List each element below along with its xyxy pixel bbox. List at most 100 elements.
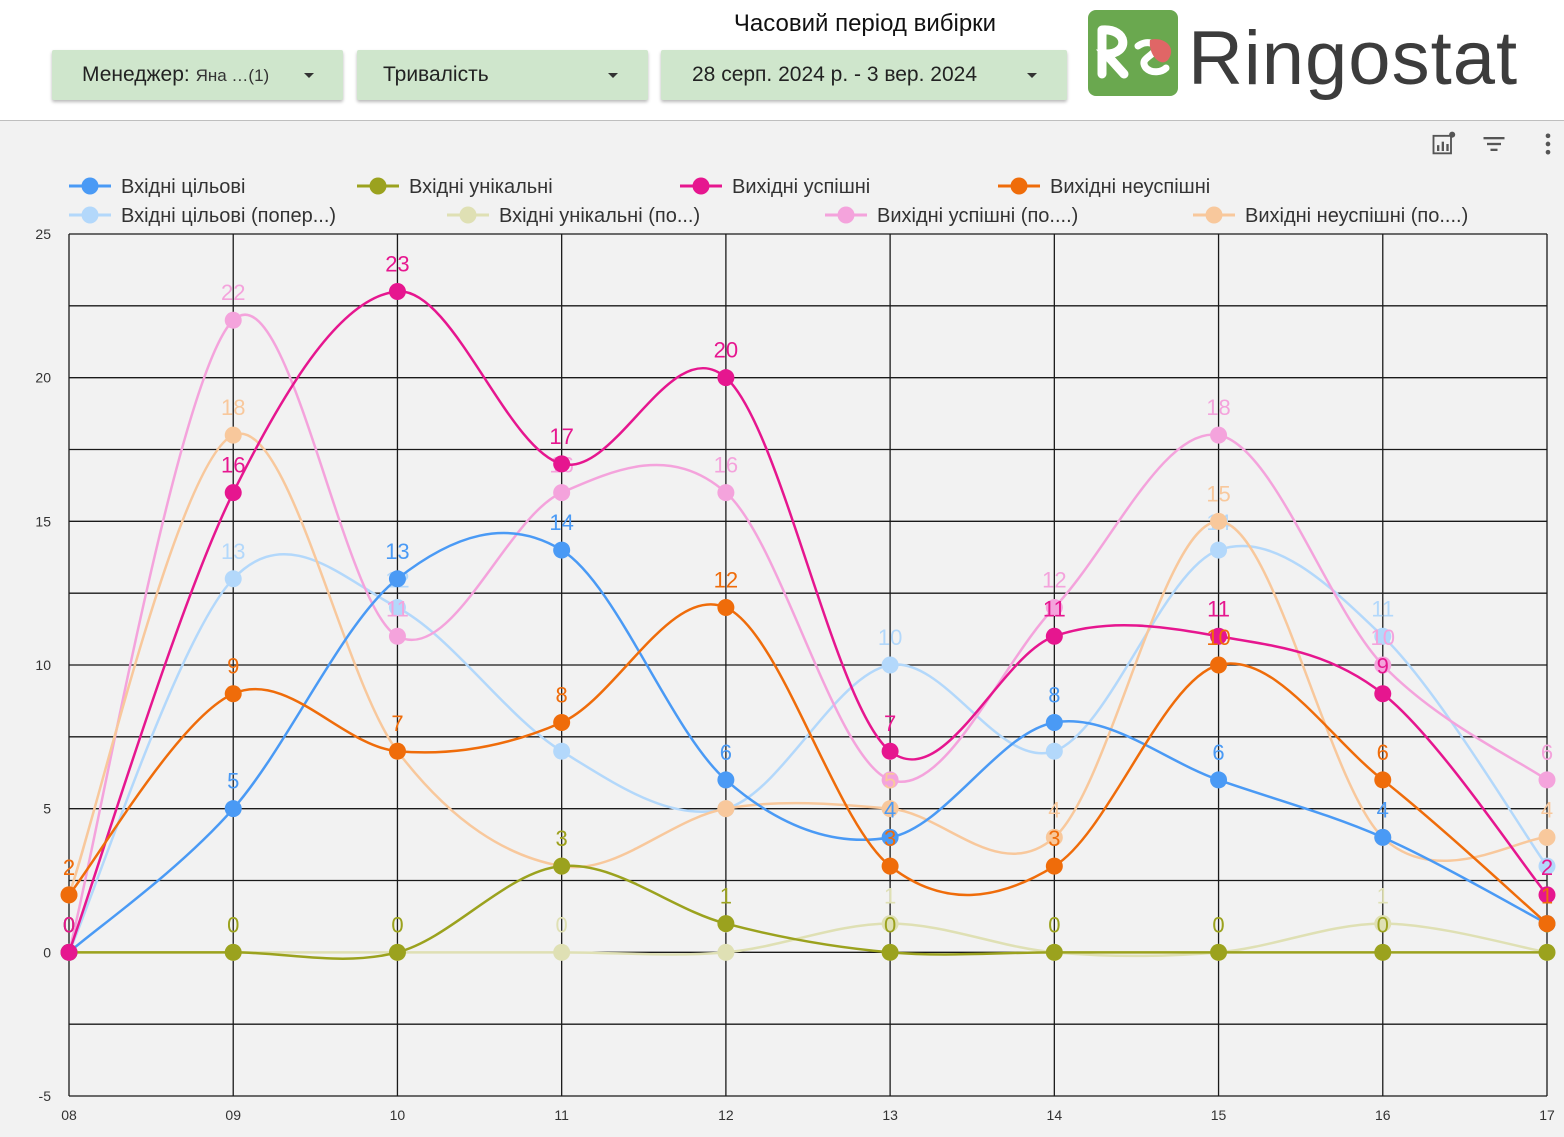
data-point — [717, 915, 735, 933]
logo-text: Ringostat — [1188, 16, 1519, 101]
data-point — [553, 455, 571, 473]
data-point — [1045, 857, 1063, 875]
data-point — [1538, 915, 1556, 933]
x-tick-label: 14 — [1047, 1107, 1063, 1123]
data-label: 14 — [549, 510, 573, 535]
data-point — [1045, 742, 1063, 760]
data-point — [1374, 943, 1392, 961]
data-label: 16 — [221, 453, 245, 478]
data-point — [717, 771, 735, 789]
data-label: 0 — [1048, 912, 1060, 937]
data-point — [1538, 771, 1556, 789]
data-label: 5 — [227, 769, 239, 794]
data-point — [717, 599, 735, 617]
filter-icon[interactable] — [1480, 130, 1508, 158]
legend-label: Вхідні цільові — [121, 176, 245, 198]
data-label: 23 — [385, 251, 409, 276]
legend-item: Вихідні неуспішні — [998, 176, 1210, 198]
legend-item: Вхідні цільові (попер...) — [69, 205, 336, 227]
legend-item: Вихідні успішні — [680, 176, 870, 198]
x-tick-label: 08 — [61, 1107, 77, 1123]
data-label: 4 — [1541, 797, 1553, 822]
data-point — [717, 484, 735, 502]
data-label: 11 — [386, 596, 409, 621]
data-point — [1538, 828, 1556, 846]
series-line — [67, 290, 1548, 953]
data-point — [1538, 886, 1556, 904]
data-label: 0 — [63, 912, 75, 937]
data-label: 0 — [227, 912, 239, 937]
data-point — [1538, 857, 1556, 875]
data-label: 4 — [1377, 797, 1389, 822]
data-point — [224, 685, 242, 703]
data-label: 0 — [63, 912, 75, 937]
series-line — [68, 531, 1548, 954]
chart-explore-icon[interactable] — [1430, 130, 1458, 158]
y-tick-label: 25 — [35, 226, 51, 242]
data-label: 22 — [221, 280, 245, 305]
data-point — [1374, 915, 1392, 933]
data-point — [1210, 426, 1228, 444]
data-point — [1210, 771, 1228, 789]
data-point — [1210, 943, 1228, 961]
duration-filter-dropdown[interactable]: Тривалість — [357, 50, 648, 100]
data-label: 15 — [1206, 481, 1230, 506]
legend-swatch-dot — [81, 177, 99, 195]
data-label: 7 — [391, 711, 403, 736]
manager-filter-dropdown[interactable]: Менеджер: Яна …(1) — [52, 50, 343, 100]
data-label: 0 — [63, 912, 75, 937]
date-range-picker[interactable]: 28 серп. 2024 р. - 3 вер. 2024 — [661, 50, 1067, 100]
data-label: 18 — [1206, 395, 1230, 420]
ringostat-logo: Ringostat — [1088, 10, 1548, 101]
legend-item: Вихідні неуспішні (по....) — [1193, 205, 1468, 227]
data-label: 3 — [1048, 826, 1060, 851]
y-tick-label: 0 — [43, 944, 51, 960]
data-label: 18 — [221, 395, 245, 420]
data-point — [881, 915, 899, 933]
data-label: 2 — [63, 855, 75, 880]
data-point — [1210, 656, 1228, 674]
data-point — [553, 943, 571, 961]
x-tick-label: 16 — [1375, 1107, 1391, 1123]
data-point — [553, 713, 571, 731]
series-line — [67, 544, 1549, 953]
data-point — [224, 570, 242, 588]
legend-swatch-dot — [692, 177, 710, 195]
data-point — [1045, 627, 1063, 645]
data-label: 11 — [1043, 596, 1066, 621]
data-point — [1374, 771, 1392, 789]
data-label: 3 — [556, 826, 568, 851]
data-label: 2 — [63, 855, 75, 880]
x-tick-label: 11 — [554, 1107, 569, 1123]
data-point — [388, 282, 406, 300]
data-point — [388, 570, 406, 588]
series-line — [69, 864, 1548, 960]
data-point — [224, 311, 242, 329]
data-point — [553, 857, 571, 875]
data-point — [881, 828, 899, 846]
legend-swatch-dot — [1010, 177, 1028, 195]
data-point — [553, 541, 571, 559]
legend-item: Вхідні унікальні (по...) — [447, 205, 700, 227]
data-point — [881, 742, 899, 760]
data-label: 1 — [884, 884, 896, 909]
data-label: 7 — [391, 711, 403, 736]
series-line — [68, 603, 1548, 925]
legend-label: Вихідні успішні (по....) — [877, 205, 1078, 227]
duration-filter-label: Тривалість — [383, 63, 489, 86]
legend-label: Вихідні неуспішні (по....) — [1245, 205, 1468, 227]
data-label: 6 — [1212, 740, 1224, 765]
data-point — [1045, 943, 1063, 961]
data-label: 0 — [391, 912, 403, 937]
data-point — [224, 943, 242, 961]
data-label: 10 — [878, 625, 902, 650]
legend-item: Вхідні унікальні — [357, 176, 553, 198]
data-label: 17 — [549, 424, 573, 449]
data-point — [224, 426, 242, 444]
data-label: 6 — [720, 740, 732, 765]
more-vert-icon[interactable] — [1534, 130, 1562, 158]
data-label: 10 — [1371, 625, 1395, 650]
data-label: 13 — [385, 539, 409, 564]
